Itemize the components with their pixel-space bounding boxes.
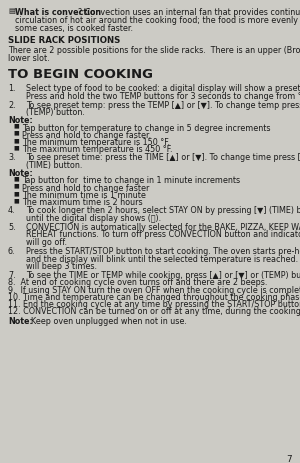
Text: 12. CONVECTION can be turned on or off at any time, during the cooking phase.: 12. CONVECTION can be turned on or off a…: [8, 307, 300, 316]
Text: lower slot.: lower slot.: [8, 54, 50, 63]
Text: ■: ■: [13, 176, 19, 181]
Text: The minimum temperature is 150 °F.: The minimum temperature is 150 °F.: [22, 138, 170, 147]
Text: 4.: 4.: [8, 206, 16, 215]
Text: Press and hold to change faster: Press and hold to change faster: [22, 183, 149, 192]
Text: 5.: 5.: [8, 222, 16, 231]
Text: Select type of food to be cooked: a digital display will show a preset temperatu: Select type of food to be cooked: a digi…: [26, 84, 300, 93]
Text: ■: ■: [13, 131, 19, 136]
Text: ▤: ▤: [8, 8, 15, 14]
Text: REHEAT functions. To turn off press CONVECTION button and indicator light: REHEAT functions. To turn off press CONV…: [26, 230, 300, 239]
Text: The minimum time is 1 minute: The minimum time is 1 minute: [22, 190, 146, 200]
Text: Tap button for  time to change in 1 minute increments: Tap button for time to change in 1 minut…: [22, 176, 240, 185]
Text: ? Convection uses an internal fan that provides continuous: ? Convection uses an internal fan that p…: [78, 8, 300, 17]
Text: To see the TIME or TEMP while cooking, press [▲] or [▼] or (TEMP) buttons: To see the TIME or TEMP while cooking, p…: [26, 270, 300, 279]
Text: Press and hold to change faster.: Press and hold to change faster.: [22, 131, 151, 139]
Text: will go off.: will go off.: [26, 238, 67, 247]
Text: The maximum time is 2 hours: The maximum time is 2 hours: [22, 198, 142, 206]
Text: The maximum temperature is 450 °F.: The maximum temperature is 450 °F.: [22, 145, 172, 154]
Text: 7: 7: [286, 454, 292, 463]
Text: some cases, is cooked faster.: some cases, is cooked faster.: [15, 24, 133, 32]
Text: ■: ■: [13, 145, 19, 150]
Text: Note:: Note:: [8, 316, 33, 325]
Text: ■: ■: [13, 123, 19, 128]
Text: CONVECTION is automatically selected for the BAKE, PIZZA, KEEP WARM, and: CONVECTION is automatically selected for…: [26, 222, 300, 231]
Text: and the display will blink until the selected temperature is reached. The oven: and the display will blink until the sel…: [26, 254, 300, 263]
Text: Note:: Note:: [8, 116, 33, 125]
Text: (TIME) button.: (TIME) button.: [26, 161, 82, 170]
Text: To cook longer then 2 hours, select STAY ON by pressing [▼] (TIME) button passed: To cook longer then 2 hours, select STAY…: [26, 206, 300, 215]
Text: ■: ■: [13, 190, 19, 195]
Text: To see preset time: press the TIME [▲] or [▼]. To change time press [▲] or [▼]: To see preset time: press the TIME [▲] o…: [26, 153, 300, 162]
Text: Tap button for temperature to change in 5 degree increments: Tap button for temperature to change in …: [22, 123, 271, 132]
Text: Press and hold the two TEMP buttons for 3 seconds to change from °F to °C.: Press and hold the two TEMP buttons for …: [26, 92, 300, 101]
Text: TO BEGIN COOKING: TO BEGIN COOKING: [8, 68, 153, 81]
Text: 7.: 7.: [8, 270, 16, 279]
Text: circulation of hot air around the cooking food; the food is more evenly cooked a: circulation of hot air around the cookin…: [15, 16, 300, 25]
Text: To see preset temp: press the TEMP [▲] or [▼]. To change temp press [▲] or [▼]: To see preset temp: press the TEMP [▲] o…: [26, 100, 300, 109]
Text: What is convection: What is convection: [15, 8, 101, 17]
Text: will beep 3 times.: will beep 3 times.: [26, 262, 97, 271]
Text: ■: ■: [13, 183, 19, 188]
Text: SLIDE RACK POSITIONS: SLIDE RACK POSITIONS: [8, 36, 120, 45]
Text: ■: ■: [13, 198, 19, 203]
Text: 6.: 6.: [8, 246, 16, 255]
Text: Keep oven unplugged when not in use.: Keep oven unplugged when not in use.: [26, 316, 187, 325]
Text: 8.  At end of cooking cycle oven turns off and there are 2 beeps.: 8. At end of cooking cycle oven turns of…: [8, 278, 267, 287]
Text: There are 2 possible positions for the slide racks.  There is an upper (Broil on: There are 2 possible positions for the s…: [8, 46, 300, 55]
Text: until the digital display shows (ⓞ).: until the digital display shows (ⓞ).: [26, 213, 161, 223]
Text: 11. End the cooking cycle at any time by pressing the START/STOP button.: 11. End the cooking cycle at any time by…: [8, 300, 300, 308]
Text: 1.: 1.: [8, 84, 16, 93]
Text: 3.: 3.: [8, 153, 16, 162]
Text: ■: ■: [13, 138, 19, 143]
Text: Press the START/STOP button to start cooking. The oven starts pre-heating: Press the START/STOP button to start coo…: [26, 246, 300, 255]
Text: 9.  If using STAY ON turn the oven OFF when the cooking cycle is completed.: 9. If using STAY ON turn the oven OFF wh…: [8, 285, 300, 294]
Text: 10. Time and temperature can be changed throughout the cooking phase.: 10. Time and temperature can be changed …: [8, 292, 300, 301]
Text: 2.: 2.: [8, 100, 16, 109]
Text: Note:: Note:: [8, 169, 33, 178]
Text: (TEMP) button.: (TEMP) button.: [26, 108, 85, 117]
